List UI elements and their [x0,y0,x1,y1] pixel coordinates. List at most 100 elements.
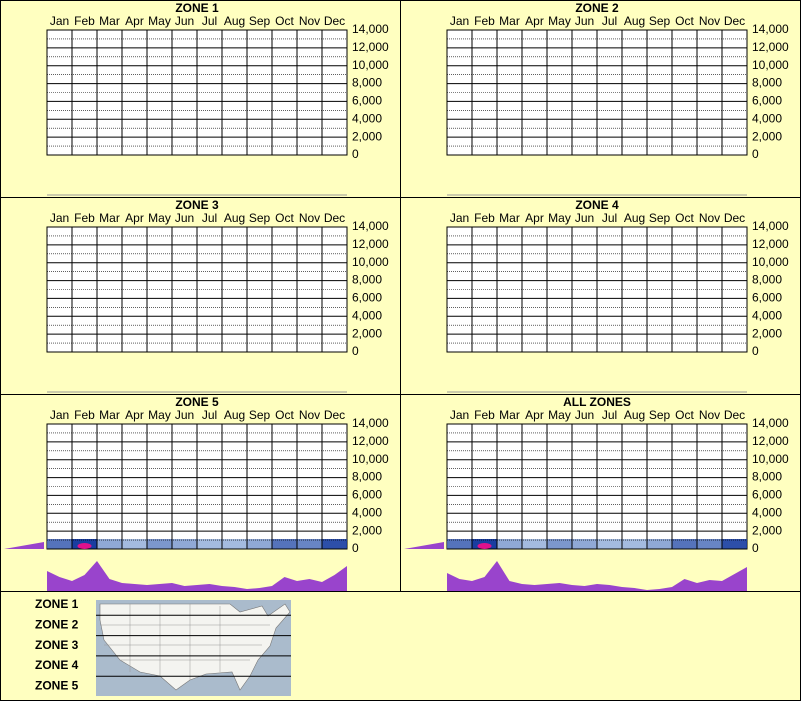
x-tick-label: Sep [649,14,671,28]
y-tick-label: 10,000 [352,452,389,466]
chart-title: ZONE 1 [175,1,219,15]
x-tick-label: Nov [699,211,720,225]
y-tick-label: 12,000 [752,40,789,54]
x-tick-label: Apr [125,14,144,28]
x-tick-label: Jan [50,408,69,422]
x-tick-label: May [148,408,171,422]
x-tick-label: Apr [525,408,544,422]
x-tick-label: Jun [575,211,594,225]
side-profile [4,542,44,549]
y-tick-label: 10,000 [752,58,789,72]
x-tick-label: Mar [99,408,120,422]
heat-cell [547,539,572,549]
y-tick-label: 14,000 [352,22,389,36]
zone-label: ZONE 1 [35,597,79,611]
x-tick-label: Dec [724,14,745,28]
heat-cell [47,539,72,549]
x-tick-label: Jan [50,14,69,28]
chart-title: ZONE 2 [575,1,619,15]
y-tick-label: 2,000 [352,326,382,340]
x-tick-label: Dec [324,408,345,422]
chart-title: ZONE 4 [575,198,619,212]
x-tick-label: Oct [275,408,294,422]
y-tick-label: 12,000 [352,237,389,251]
x-tick-label: Nov [299,14,320,28]
y-tick-label: 8,000 [352,273,382,287]
y-tick-label: 0 [752,344,759,358]
x-tick-label: Aug [224,408,245,422]
heat-cell [222,539,247,549]
y-tick-label: 8,000 [352,76,382,90]
y-tick-label: 10,000 [752,255,789,269]
heat-cell [197,539,222,549]
x-tick-label: Jan [450,408,469,422]
x-tick-label: Jul [602,408,617,422]
x-tick-label: Aug [224,14,245,28]
x-tick-label: Feb [474,211,495,225]
x-tick-label: Sep [649,211,671,225]
x-tick-label: Feb [474,408,495,422]
x-tick-label: Sep [249,211,271,225]
x-tick-label: Jul [202,408,217,422]
y-tick-label: 4,000 [752,111,782,125]
heat-cell [272,539,297,549]
x-tick-label: Dec [724,211,745,225]
x-tick-label: Aug [224,211,245,225]
x-tick-label: Feb [74,211,95,225]
y-tick-label: 8,000 [752,76,782,90]
y-tick-label: 14,000 [752,22,789,36]
heat-cell [722,539,747,549]
y-tick-label: 4,000 [352,505,382,519]
x-tick-label: Mar [499,14,520,28]
x-tick-label: Sep [249,14,271,28]
x-tick-label: Jan [450,14,469,28]
x-tick-label: Apr [125,408,144,422]
x-tick-label: Sep [249,408,271,422]
x-tick-label: Dec [324,14,345,28]
y-tick-label: 4,000 [752,505,782,519]
heat-cell [497,539,522,549]
y-tick-label: 6,000 [352,488,382,502]
heat-peak [477,543,492,549]
y-tick-label: 6,000 [352,291,382,305]
x-tick-label: Mar [499,408,520,422]
y-tick-label: 0 [352,541,359,555]
y-tick-label: 6,000 [752,94,782,108]
heat-cell [447,539,472,549]
x-tick-label: Apr [125,211,144,225]
chart-title: ZONE 5 [175,395,219,409]
x-tick-label: May [548,14,571,28]
y-tick-label: 2,000 [752,129,782,143]
x-tick-label: Mar [99,14,120,28]
y-tick-label: 4,000 [752,308,782,322]
zone-label: ZONE 2 [35,617,79,631]
y-tick-label: 6,000 [352,94,382,108]
y-tick-label: 10,000 [752,452,789,466]
heat-cell [647,539,672,549]
profile-area [47,561,347,591]
x-tick-label: Nov [299,211,320,225]
x-tick-label: Nov [699,14,720,28]
x-tick-label: Jan [50,211,69,225]
heat-cell [322,539,347,549]
x-tick-label: Jul [202,14,217,28]
heat-cell [297,539,322,549]
map-borders [100,604,270,680]
y-tick-label: 14,000 [352,219,389,233]
x-tick-label: Jul [602,211,617,225]
y-tick-label: 8,000 [352,470,382,484]
x-tick-label: Feb [474,14,495,28]
heat-cell [697,539,722,549]
heat-cell [597,539,622,549]
heat-cell [622,539,647,549]
map [96,600,291,696]
x-tick-label: Apr [525,14,544,28]
profile-area [447,561,747,591]
x-tick-label: Mar [499,211,520,225]
x-tick-label: Jun [175,408,194,422]
x-tick-label: Jan [450,211,469,225]
y-tick-label: 14,000 [352,416,389,430]
heat-cell [572,539,597,549]
y-tick-label: 6,000 [752,291,782,305]
